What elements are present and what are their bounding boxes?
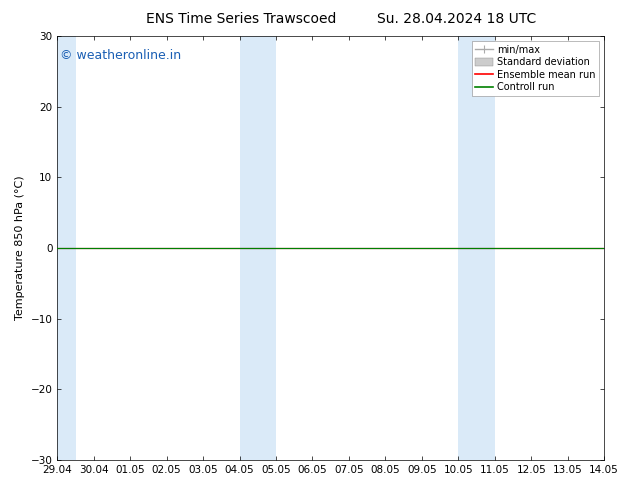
Bar (57, 36, 75, 460)
Bar (458, 36, 495, 460)
Text: Su. 28.04.2024 18 UTC: Su. 28.04.2024 18 UTC (377, 12, 536, 26)
Y-axis label: Temperature 850 hPa (°C): Temperature 850 hPa (°C) (15, 176, 25, 320)
Bar (240, 36, 276, 460)
Legend: min/max, Standard deviation, Ensemble mean run, Controll run: min/max, Standard deviation, Ensemble me… (472, 41, 599, 96)
Text: © weatheronline.in: © weatheronline.in (60, 49, 181, 62)
Text: ENS Time Series Trawscoed: ENS Time Series Trawscoed (146, 12, 336, 26)
